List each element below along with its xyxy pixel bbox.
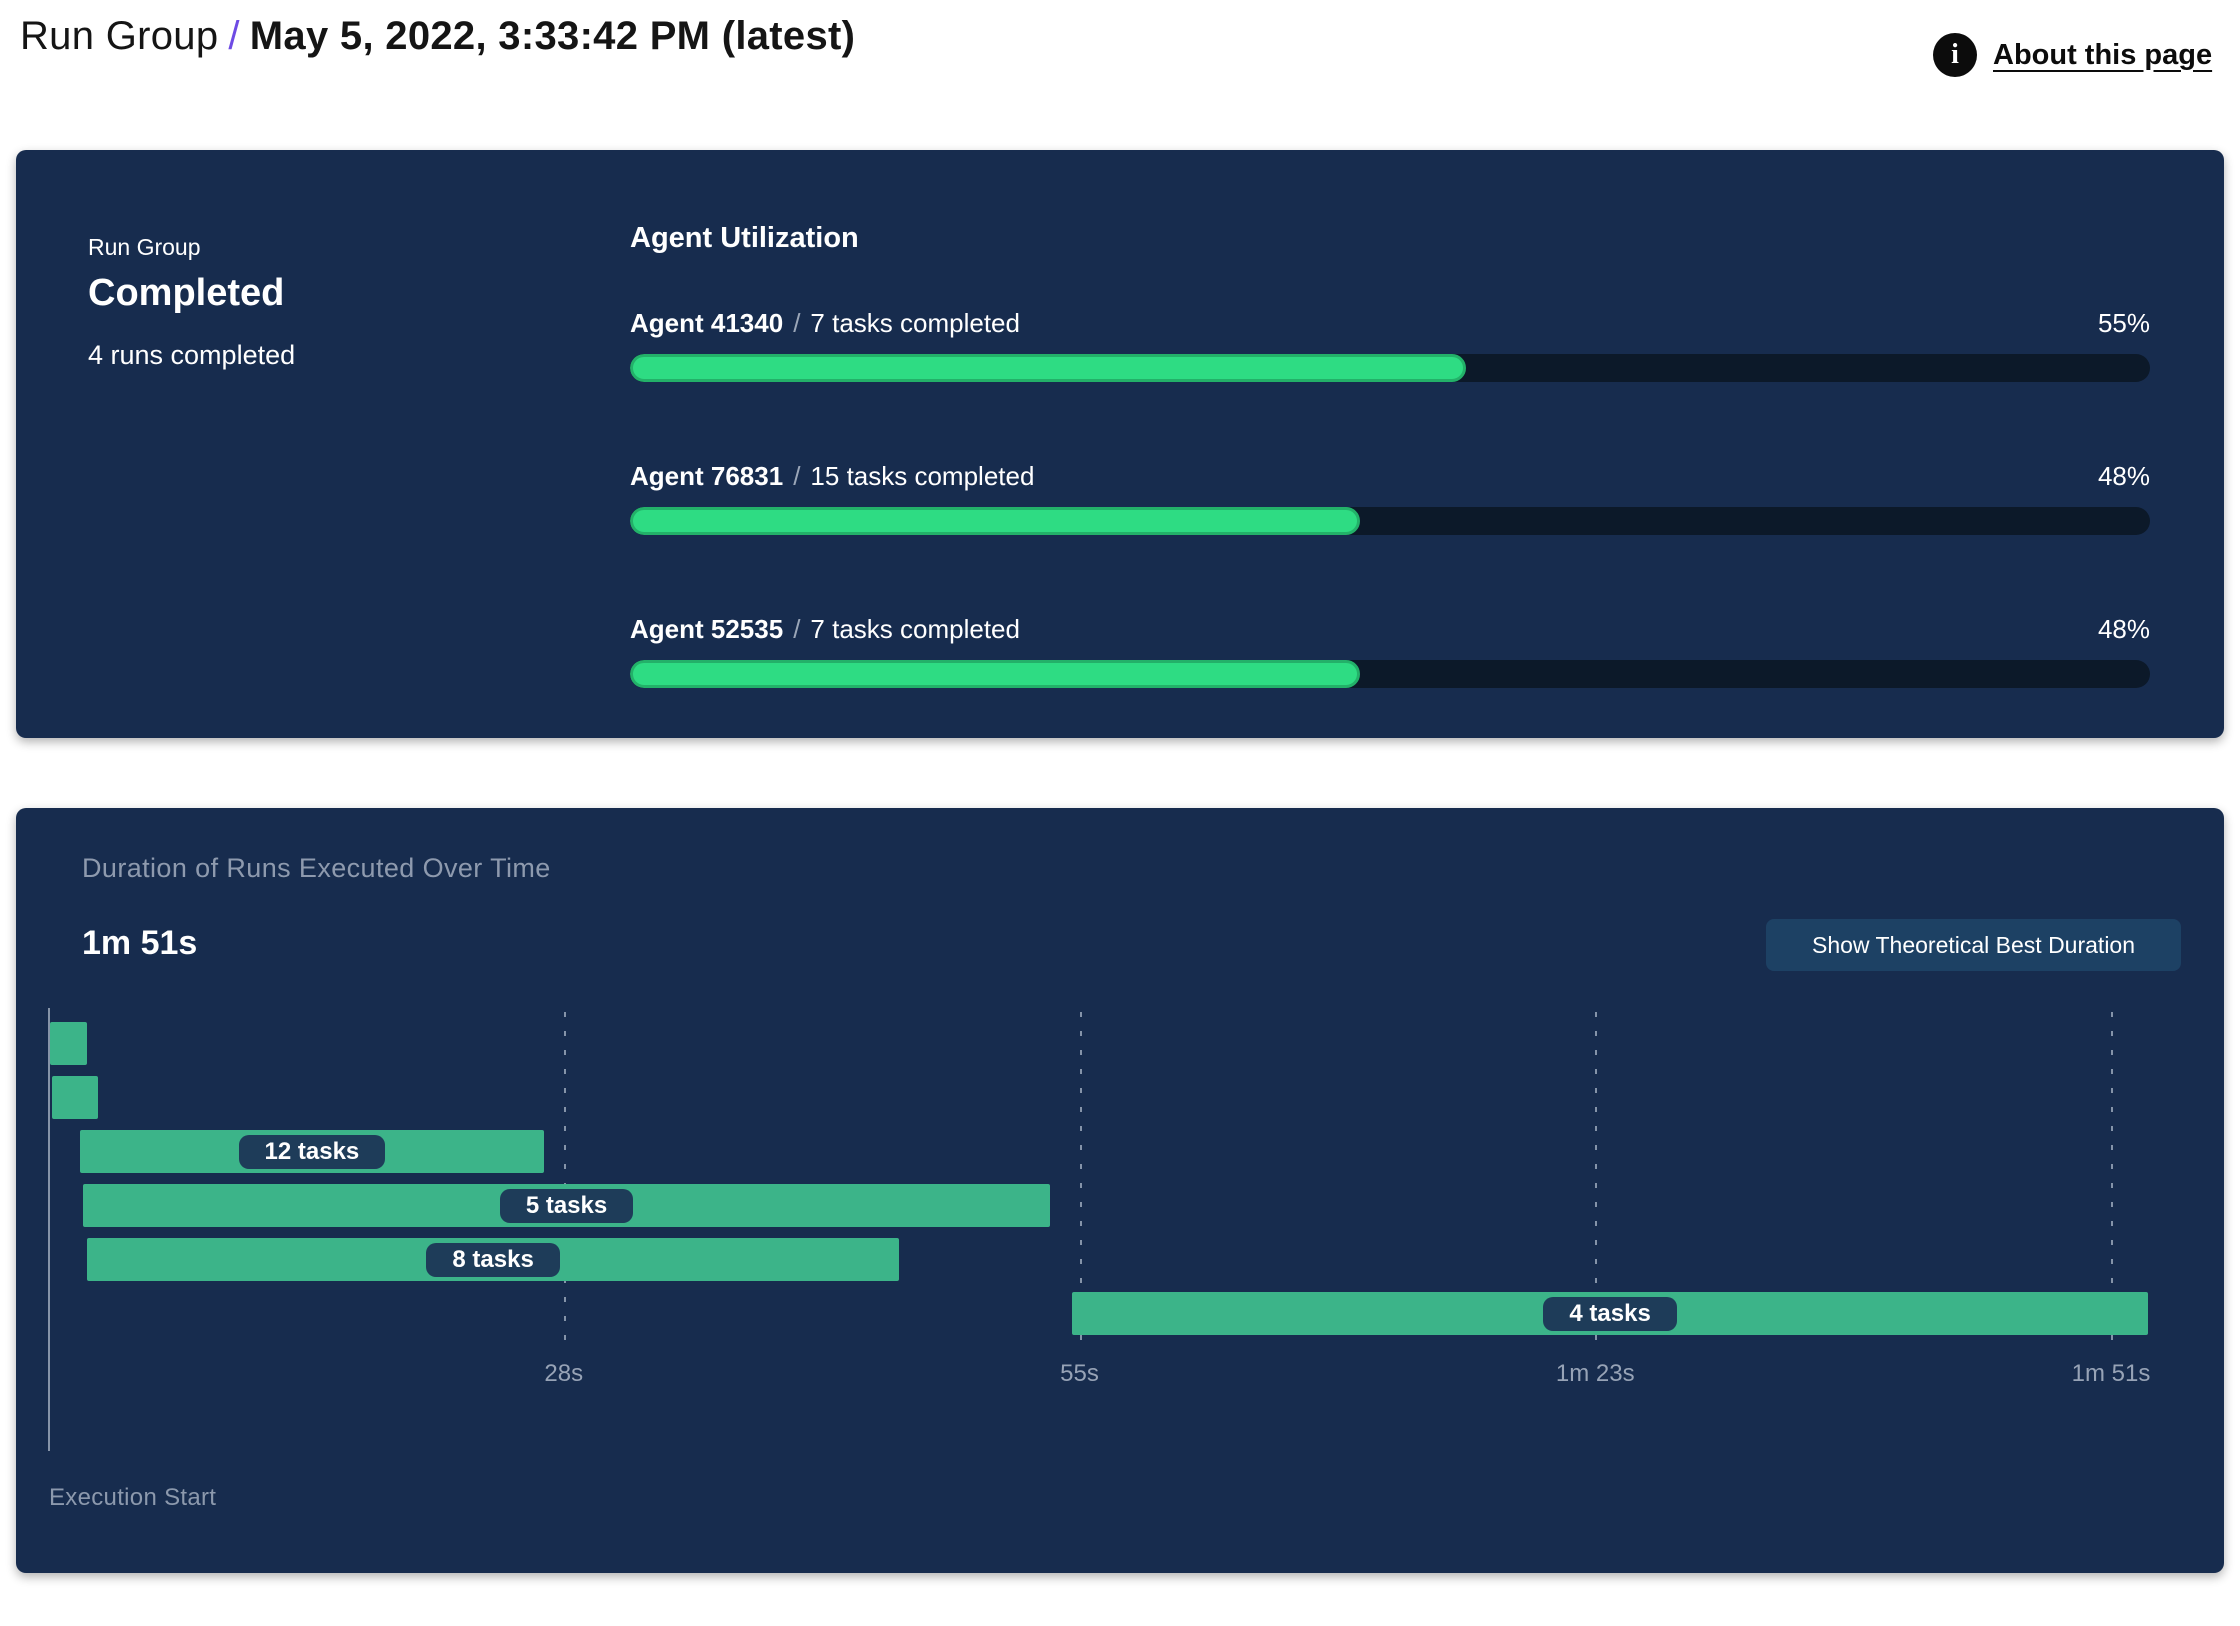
info-icon: i (1933, 33, 1977, 77)
run-gantt-bar[interactable]: 5 tasks (83, 1184, 1050, 1227)
time-tick-label: 1m 51s (2071, 1360, 2151, 1387)
time-gridline (1079, 1012, 1082, 1348)
agent-name: Agent 41340 (630, 308, 784, 338)
agent-tasks-completed: 7 tasks completed (810, 614, 1020, 644)
run-gantt-bar[interactable]: 8 tasks (87, 1238, 900, 1281)
agent-row: Agent 76831 / 15 tasks completed 48% (630, 461, 2150, 535)
about-page-link[interactable]: About this page (1993, 38, 2213, 71)
agent-utilization-percent: 55% (2097, 308, 2150, 338)
agent-utilization-heading: Agent Utilization (630, 222, 859, 254)
agent-label: Agent 76831 / 15 tasks completed 48% (630, 461, 2150, 495)
agent-utilization-fill (630, 354, 1466, 382)
task-count-badge: 8 tasks (426, 1242, 560, 1277)
page-title: Run Group / May 5, 2022, 3:33:42 PM (lates… (20, 14, 855, 59)
time-tick-label: 28s (544, 1360, 584, 1387)
agent-utilization-track (630, 354, 2150, 382)
run-gantt-bar[interactable] (49, 1022, 87, 1065)
agent-utilization-track (630, 660, 2150, 688)
time-tick-label: 55s (1060, 1360, 1099, 1387)
run-duration-gantt-chart: 28s 55s 1m 23s 1m 51s 12 tasks 5 tasks 8 tasks… (48, 1008, 2150, 1468)
time-gridline (563, 1012, 566, 1348)
duration-of-runs-panel: Duration of Runs Executed Over Time 1m 5… (16, 808, 2224, 1573)
agent-utilization-track (630, 507, 2150, 535)
run-gantt-bar[interactable]: 12 tasks (79, 1130, 545, 1173)
time-gridline (1595, 1012, 1598, 1348)
agent-tasks-completed: 7 tasks completed (810, 308, 1020, 338)
execution-start-label: Execution Start (49, 1484, 217, 1511)
agent-row: Agent 52535 / 7 tasks completed 48% (630, 614, 2150, 688)
agent-utilization-list: Agent 41340 / 7 tasks completed 55% Agen… (630, 308, 2150, 688)
agent-utilization-fill (630, 660, 1360, 688)
task-count-badge: 4 tasks (1543, 1296, 1677, 1331)
task-count-badge: 12 tasks (238, 1134, 386, 1169)
agent-tasks-completed: 15 tasks completed (810, 461, 1035, 491)
breadcrumb-separator: / (228, 14, 240, 58)
agent-name-separator: / (793, 614, 801, 644)
duration-chart-title: Duration of Runs Executed Over Time (82, 853, 551, 883)
task-count-badge: 5 tasks (499, 1188, 634, 1223)
agent-label: Agent 52535 / 7 tasks completed 48% (630, 614, 2150, 648)
agent-label: Agent 41340 / 7 tasks completed 55% (630, 308, 2150, 342)
total-duration-value: 1m 51s (82, 924, 198, 962)
time-tick-label: 1m 23s (1555, 1360, 1635, 1387)
agent-utilization-percent: 48% (2097, 461, 2150, 491)
about-this-page[interactable]: i About this page (1933, 33, 2212, 77)
runs-completed-count: 4 runs completed (88, 340, 296, 370)
execution-start-axis-line (48, 1008, 50, 1451)
run-group-summary-panel: Run Group Completed 4 runs completed Age… (16, 150, 2224, 738)
run-group-status: Completed (88, 272, 285, 314)
breadcrumb: Run Group (20, 14, 219, 58)
agent-utilization-fill (630, 507, 1360, 535)
show-theoretical-best-duration-button[interactable]: Show Theoretical Best Duration (1766, 919, 2181, 971)
agent-name: Agent 52535 (630, 614, 784, 644)
agent-name-separator: / (793, 461, 801, 491)
run-gantt-bar[interactable]: 4 tasks (1072, 1292, 2149, 1335)
agent-utilization-percent: 48% (2097, 614, 2150, 644)
agent-name: Agent 76831 (630, 461, 784, 491)
run-gantt-bar[interactable] (51, 1076, 99, 1119)
agent-row: Agent 41340 / 7 tasks completed 55% (630, 308, 2150, 382)
agent-name-separator: / (793, 308, 801, 338)
time-gridline (2111, 1012, 2113, 1348)
run-group-kicker: Run Group (88, 234, 201, 260)
run-timestamp-title: May 5, 2022, 3:33:42 PM (latest) (249, 14, 856, 58)
